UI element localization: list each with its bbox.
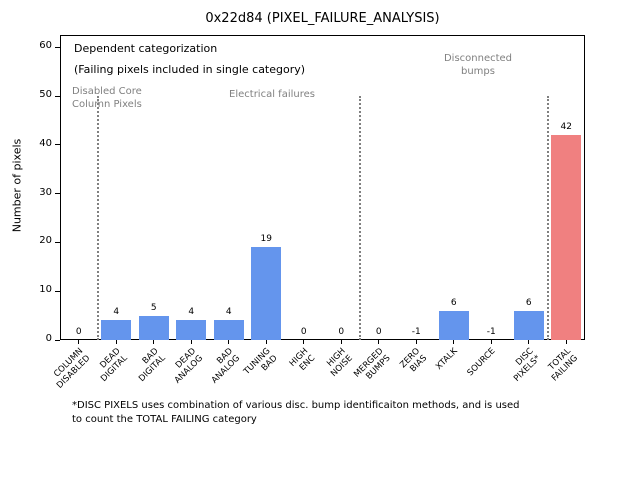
y-tick-mark (55, 95, 60, 97)
bar-total-failing (551, 135, 582, 340)
footnote: *DISC PIXELS uses combination of various… (72, 399, 520, 427)
x-tick-label-xtalk: XTALK (434, 346, 461, 372)
bar-value-label-xtalk: 6 (450, 297, 457, 308)
footnote-line: to count the TOTAL FAILING category (72, 414, 257, 425)
bar-value-label-dead-digital: 4 (113, 307, 120, 318)
y-tick-label: 20 (39, 235, 52, 247)
annotation-disconnected-bumps: Disconnected bumps (444, 52, 512, 78)
y-tick-label: 10 (39, 284, 52, 296)
x-tick-mark (565, 340, 567, 344)
bar-value-label-source: -1 (486, 327, 496, 337)
chart-title: 0x22d84 (PIXEL_FAILURE_ANALYSIS) (205, 11, 440, 26)
y-tick-mark (55, 241, 60, 243)
y-tick-mark (55, 193, 60, 195)
y-tick-label: 40 (39, 137, 52, 149)
x-tick-mark (490, 340, 492, 344)
x-tick-mark (303, 340, 305, 344)
bar-tuning-bad (251, 247, 282, 340)
section-separator-line (96, 96, 99, 340)
x-tick-mark (378, 340, 380, 344)
bar-xtalk (438, 310, 469, 340)
x-tick-label-zero-bias: ZERO BIAS (398, 346, 430, 375)
bar-value-label-zero-bias: -1 (411, 327, 421, 337)
y-tick-mark (55, 339, 60, 341)
bar-value-label-bad-analog: 4 (225, 307, 232, 318)
x-tick-mark (115, 340, 117, 344)
bar-value-label-disc-pixels: 6 (525, 297, 532, 308)
annotation-line: Disabled Core (72, 86, 142, 97)
x-tick-label-dead-digital: DEAD DIGITAL (98, 346, 130, 384)
x-tick-label-total-failing: TOTAL FAILING (546, 346, 580, 384)
y-tick-label: 0 (45, 333, 52, 344)
y-tick-mark (55, 144, 60, 146)
bar-dead-digital (101, 320, 132, 340)
x-tick-mark (415, 340, 417, 344)
x-tick-label-bad-analog: BAD ANALOG (209, 346, 243, 386)
y-tick-label: 30 (39, 186, 52, 198)
bar-value-label-high-enc: 0 (300, 327, 307, 337)
y-tick-mark (55, 46, 60, 48)
annotation-line: Disconnected (443, 53, 513, 64)
bar-disc-pixels (513, 310, 544, 340)
y-tick-label: 50 (39, 89, 52, 100)
x-tick-label-high-enc: HIGH ENC (287, 346, 318, 373)
bar-value-label-bad-digital: 5 (150, 302, 157, 313)
bar-dead-analog (176, 320, 207, 340)
x-tick-label-dead-analog: DEAD ANALOG (172, 346, 205, 386)
x-tick-mark (528, 340, 530, 344)
annotation-electrical-failures: Electrical failures (229, 89, 315, 100)
annotation-disabled-core-column-pixels: Disabled Core Column Pixels (72, 85, 142, 111)
x-tick-mark (228, 340, 230, 344)
bar-value-label-total-failing: 42 (560, 122, 572, 133)
annotation-single-category-note: (Failing pixels included in single categ… (74, 63, 306, 76)
bar-value-label-dead-analog: 4 (188, 307, 195, 318)
bar-value-label-tuning-bad: 19 (260, 234, 272, 245)
plot-frame (60, 35, 585, 340)
x-tick-mark (453, 340, 455, 344)
x-tick-mark (78, 340, 80, 344)
bar-value-label-column-disabled: 0 (75, 327, 82, 337)
x-tick-mark (190, 340, 192, 344)
annotation-line: bumps (461, 66, 495, 77)
x-tick-label-column-disabled: COLUMN DISABLED (51, 346, 93, 391)
x-tick-mark (340, 340, 342, 344)
x-tick-label-tuning-bad: TUNING BAD (242, 346, 280, 377)
x-tick-label-merged-bumps: MERGED BUMPS (351, 346, 393, 382)
x-tick-label-source: SOURCE (465, 346, 498, 379)
x-tick-label-bad-digital: BAD DIGITAL (136, 346, 168, 384)
bar-bad-analog (213, 320, 244, 340)
section-separator-line (546, 96, 549, 340)
x-tick-mark (153, 340, 155, 344)
x-tick-label-disc-pixels: DISC PIXELS* (511, 346, 543, 384)
y-tick-mark (55, 290, 60, 292)
section-separator-line (359, 96, 361, 340)
x-tick-label-high-noise: HIGH NOISE (325, 346, 355, 379)
bar-value-label-high-noise: 0 (338, 327, 345, 337)
bar-bad-digital (138, 315, 169, 340)
annotation-line: Column Pixels (72, 99, 142, 110)
x-tick-mark (265, 340, 267, 344)
annotation-dependent-categorization: Dependent categorization (74, 42, 218, 55)
footnote-line: *DISC PIXELS uses combination of various… (72, 400, 520, 411)
y-tick-label: 60 (39, 40, 52, 52)
bar-value-label-merged-bumps: 0 (375, 327, 382, 337)
